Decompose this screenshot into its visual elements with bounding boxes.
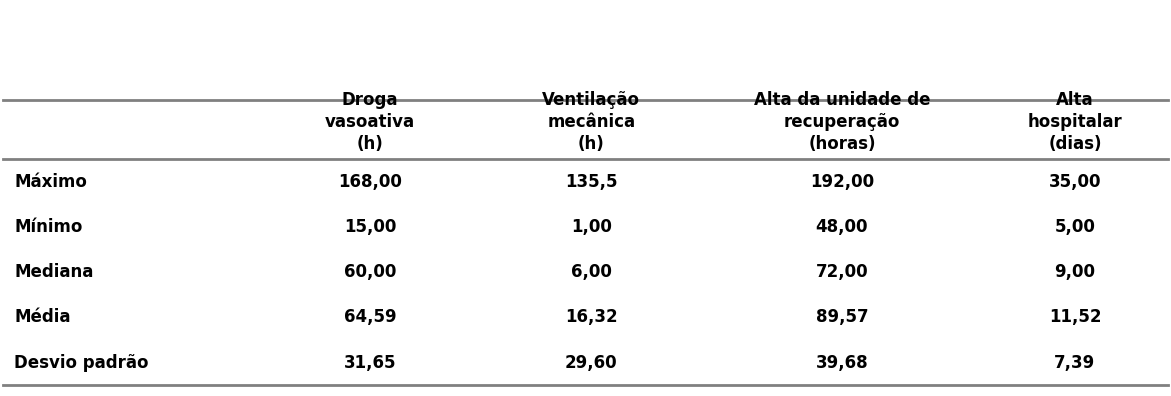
- Text: 72,00: 72,00: [815, 263, 868, 281]
- Text: 64,59: 64,59: [343, 308, 396, 326]
- Text: 15,00: 15,00: [344, 218, 396, 236]
- Text: Alta
hospitalar
(dias): Alta hospitalar (dias): [1028, 91, 1122, 153]
- Text: 60,00: 60,00: [344, 263, 396, 281]
- Text: Desvio padrão: Desvio padrão: [14, 354, 149, 372]
- Text: 11,52: 11,52: [1049, 308, 1101, 326]
- Text: 1,00: 1,00: [571, 218, 611, 236]
- Text: Droga
vasoativa
(h): Droga vasoativa (h): [324, 91, 415, 153]
- Text: Mediana: Mediana: [14, 263, 94, 281]
- Text: Mínimo: Mínimo: [14, 218, 83, 236]
- Text: 168,00: 168,00: [338, 173, 402, 190]
- Text: 48,00: 48,00: [816, 218, 868, 236]
- Text: Máximo: Máximo: [14, 173, 88, 190]
- Text: Ventilação
mecânica
(h): Ventilação mecânica (h): [542, 91, 641, 153]
- Text: 31,65: 31,65: [343, 354, 396, 372]
- Text: Média: Média: [14, 308, 71, 326]
- Text: 192,00: 192,00: [810, 173, 874, 190]
- Text: 16,32: 16,32: [566, 308, 617, 326]
- Text: 7,39: 7,39: [1054, 354, 1096, 372]
- Text: Alta da unidade de
recuperação
(horas): Alta da unidade de recuperação (horas): [754, 91, 930, 153]
- Text: 9,00: 9,00: [1055, 263, 1096, 281]
- Text: 135,5: 135,5: [566, 173, 617, 190]
- Text: 29,60: 29,60: [566, 354, 617, 372]
- Text: 39,68: 39,68: [815, 354, 868, 372]
- Text: 89,57: 89,57: [815, 308, 868, 326]
- Text: 35,00: 35,00: [1049, 173, 1101, 190]
- Text: 6,00: 6,00: [571, 263, 611, 281]
- Text: 5,00: 5,00: [1055, 218, 1095, 236]
